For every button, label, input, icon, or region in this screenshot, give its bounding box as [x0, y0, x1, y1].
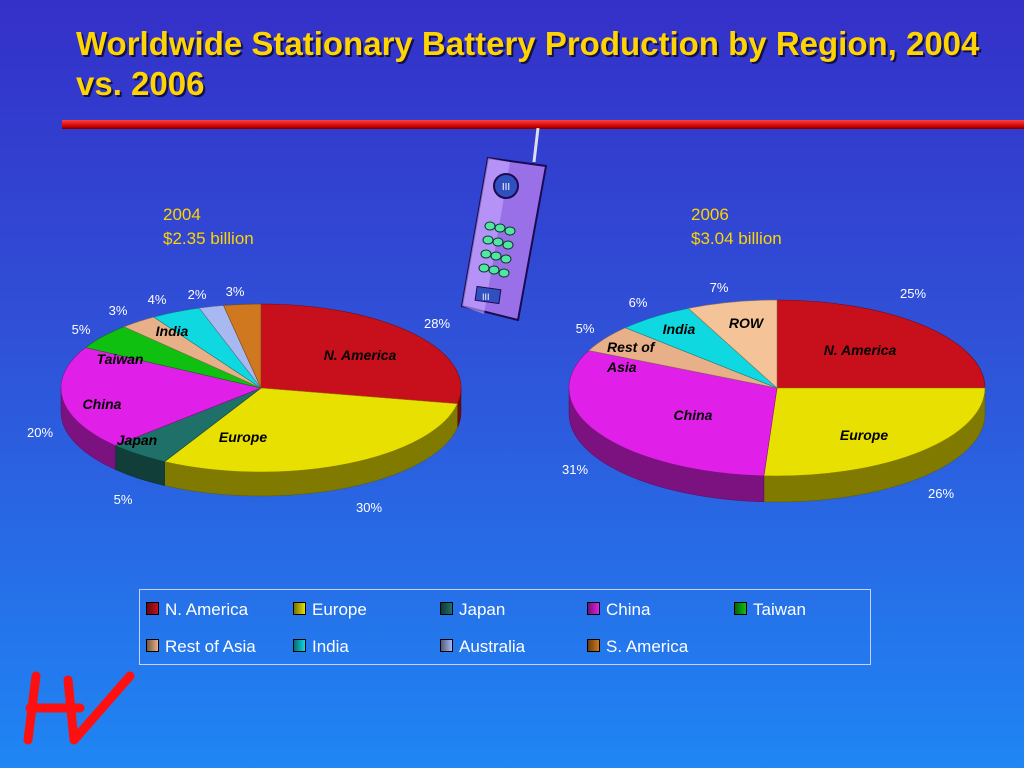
pct-label-china: 20% [27, 425, 53, 440]
legend: N. America Europe Japan China Taiwan Rest of … [139, 589, 871, 665]
pie-slice-europe [163, 387, 458, 473]
pie-chart-2006: N. America Europe China Rest of Asia India ROW… [562, 280, 986, 503]
legend-label-china: China [606, 600, 651, 619]
legend-item-australia: Australia [440, 637, 525, 657]
slice-label-china: China [674, 407, 713, 423]
legend-swatch-rest-of-asia [146, 639, 159, 652]
slice-label-europe: Europe [840, 427, 888, 443]
legend-label-n-america: N. America [165, 600, 249, 619]
pie-chart-2004: N. America Europe Japan China Taiwan India 28%… [27, 284, 462, 515]
pct-label-india: 4% [148, 292, 167, 307]
legend-label-india: India [312, 637, 349, 656]
legend-swatch-europe [293, 602, 306, 615]
pie-slice-s-america [223, 303, 262, 389]
pct-label-n-america: 28% [424, 316, 450, 331]
slice-label-india: India [156, 323, 189, 339]
legend-item-india: India [293, 637, 349, 657]
legend-item-japan: Japan [440, 600, 505, 620]
legend-item-taiwan: Taiwan [734, 600, 806, 620]
pie-slice-china [60, 347, 263, 446]
pct-label-china: 31% [562, 462, 588, 477]
slice-label-china: China [83, 396, 122, 412]
pct-label-rest-of-asia: 3% [109, 303, 128, 318]
legend-swatch-s-america [587, 639, 600, 652]
pct-label-n-america: 25% [900, 286, 926, 301]
pct-label-taiwan: 5% [72, 322, 91, 337]
slice-label-rest-of-asia: Rest of Asia [606, 339, 656, 375]
pct-label-europe: 26% [928, 486, 954, 501]
slice-label-india: India [663, 321, 696, 337]
legend-item-n-america: N. America [146, 600, 248, 620]
slide-title: Worldwide Stationary Battery Production … [76, 25, 980, 102]
legend-swatch-china [587, 602, 600, 615]
legend-label-australia: Australia [459, 637, 526, 656]
hv-logo-icon [23, 671, 135, 745]
pct-label-japan: 5% [114, 492, 133, 507]
legend-swatch-india [293, 639, 306, 652]
legend-label-europe: Europe [312, 600, 367, 619]
total-label-2004: $2.35 billion [163, 229, 254, 248]
pie-slice-n-america [260, 303, 462, 405]
pie-charts: 2004 $2.35 billion 2006 $3.04 billion N.… [27, 205, 986, 515]
total-label-2006: $3.04 billion [691, 229, 782, 248]
pct-label-s-america: 3% [226, 284, 245, 299]
pie-slice-europe [763, 387, 986, 477]
legend-label-rest-of-asia: Rest of Asia [165, 637, 256, 656]
slice-label-japan: Japan [117, 432, 157, 448]
legend-item-rest-of-asia: Rest of Asia [146, 637, 256, 657]
pct-label-rest-of-asia: 5% [576, 321, 595, 336]
year-label-2006: 2006 [691, 205, 729, 224]
year-label-2004: 2004 [163, 205, 201, 224]
legend-label-japan: Japan [459, 600, 506, 619]
pie-slice-n-america [776, 299, 986, 389]
slice-label-europe: Europe [219, 429, 267, 445]
legend-label-s-america: S. America [606, 637, 689, 656]
title-underline [62, 120, 1024, 129]
pct-label-row: 7% [710, 280, 729, 295]
slice-label-row: ROW [729, 315, 765, 331]
legend-label-taiwan: Taiwan [753, 600, 806, 619]
legend-item-europe: Europe [293, 600, 367, 620]
cell-phone-icon: III III [460, 128, 548, 322]
svg-text:III: III [502, 182, 510, 193]
legend-swatch-n-america [146, 602, 159, 615]
legend-swatch-japan [440, 602, 453, 615]
legend-swatch-australia [440, 639, 453, 652]
slice-label-n-america: N. America [324, 347, 397, 363]
slice-label-taiwan: Taiwan [97, 351, 144, 367]
pct-label-australia: 2% [188, 287, 207, 302]
pct-label-europe: 30% [356, 500, 382, 515]
legend-item-china: China [587, 600, 650, 620]
pie-slice-row [687, 299, 778, 389]
pct-label-india: 6% [629, 295, 648, 310]
svg-text:III: III [482, 292, 490, 302]
slice-label-n-america: N. America [824, 342, 897, 358]
legend-item-s-america: S. America [587, 637, 688, 657]
legend-swatch-taiwan [734, 602, 747, 615]
pie-slice-china [568, 350, 778, 477]
